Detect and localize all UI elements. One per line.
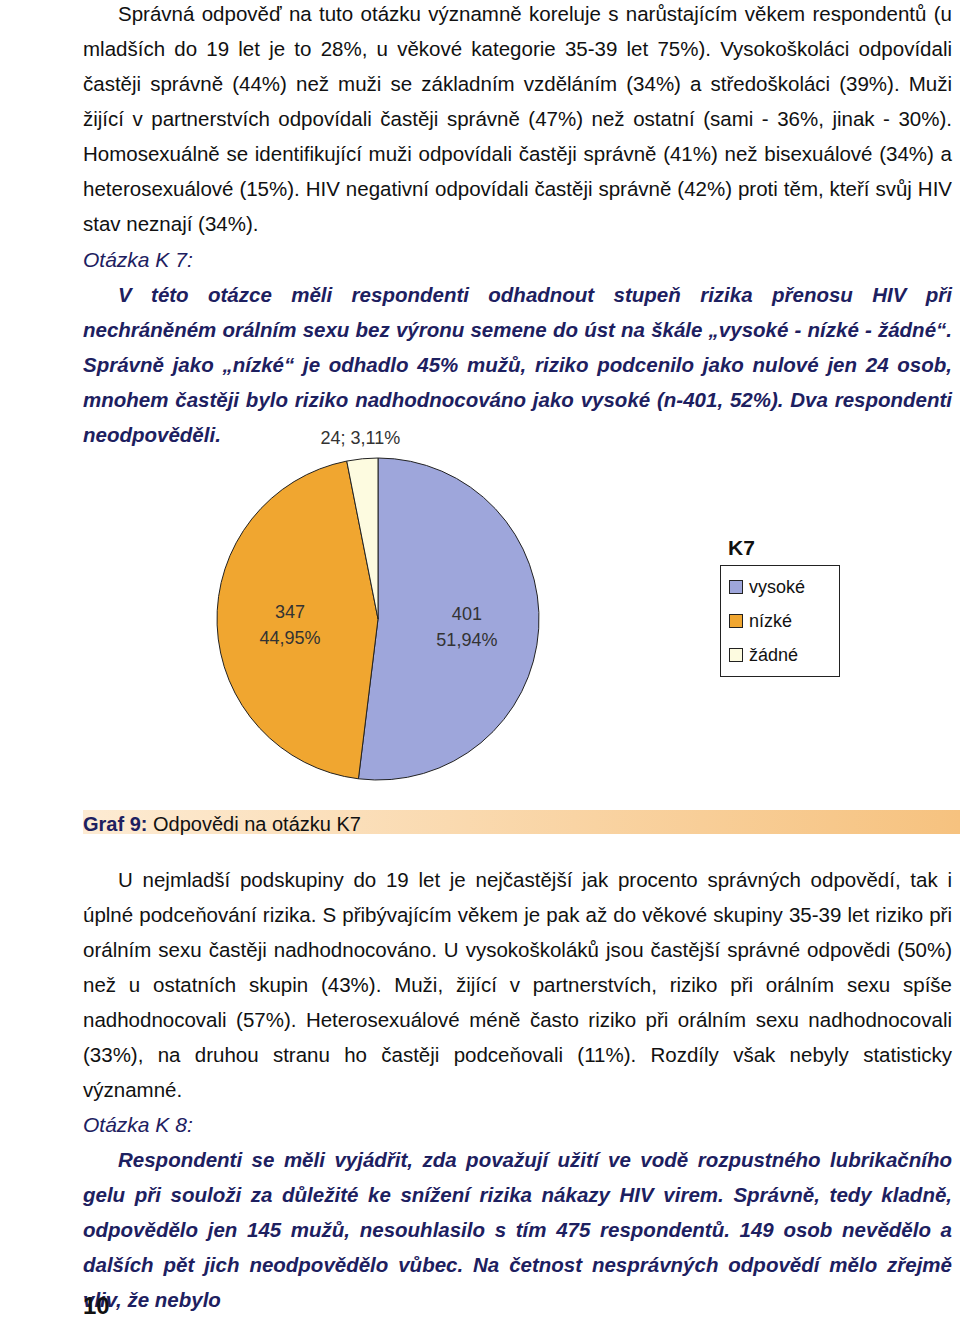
svg-text:40151,94%: 40151,94% [436, 604, 497, 650]
svg-text:34744,95%: 34744,95% [259, 602, 320, 648]
svg-text:24; 3,11%: 24; 3,11% [321, 428, 401, 448]
